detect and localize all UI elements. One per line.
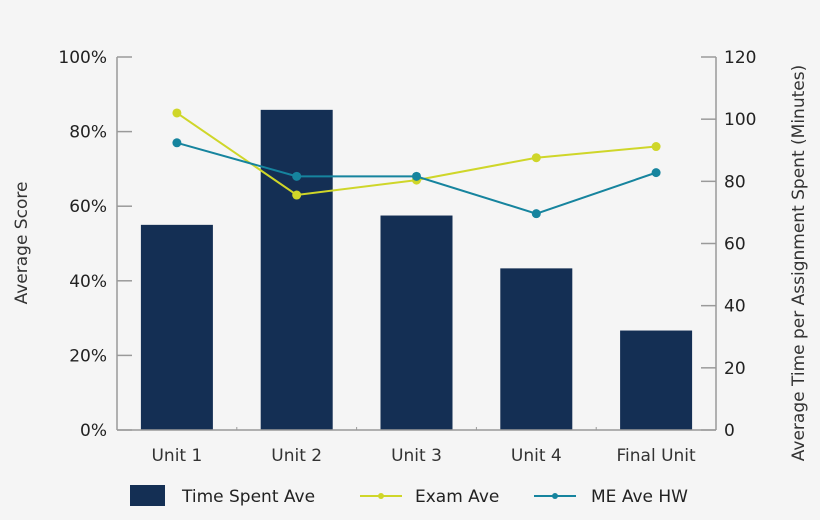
right-tick-label: 20 bbox=[724, 359, 746, 379]
legend-label-me-ave-hw: ME Ave HW bbox=[591, 487, 688, 507]
data-point-marker bbox=[651, 142, 661, 152]
legend-swatch-time-spent bbox=[130, 485, 165, 506]
data-point-marker bbox=[292, 171, 302, 181]
bar bbox=[140, 224, 213, 430]
bar bbox=[380, 215, 453, 430]
right-axis-title: Average Time per Assignment Spent (Minut… bbox=[789, 65, 809, 461]
bar bbox=[500, 268, 573, 430]
left-tick-label: 100% bbox=[58, 48, 107, 68]
left-tick-label: 80% bbox=[69, 123, 107, 143]
right-tick-label: 100 bbox=[724, 110, 756, 130]
bar bbox=[260, 109, 333, 430]
category-label: Unit 4 bbox=[511, 446, 562, 466]
data-point-marker bbox=[531, 209, 541, 219]
legend-label-time-spent: Time Spent Ave bbox=[181, 487, 315, 507]
data-point-marker bbox=[531, 153, 541, 163]
right-axis: 0 20 40 60 80 100 120 bbox=[701, 48, 756, 441]
category-ticks bbox=[236, 427, 597, 430]
left-axis-title: Average Score bbox=[12, 182, 32, 305]
legend-marker-exam-ave bbox=[378, 493, 384, 499]
legend: Time Spent Ave Exam Ave ME Ave HW bbox=[130, 485, 688, 507]
category-label: Unit 1 bbox=[151, 446, 202, 466]
category-label: Unit 2 bbox=[271, 446, 322, 466]
bar-series bbox=[140, 109, 693, 430]
data-point-marker bbox=[172, 108, 182, 118]
category-label: Unit 3 bbox=[391, 446, 442, 466]
right-tick-label: 40 bbox=[724, 297, 746, 317]
category-label: Final Unit bbox=[616, 446, 696, 466]
data-point-marker bbox=[412, 171, 421, 181]
data-point-marker bbox=[292, 190, 302, 200]
left-tick-label: 60% bbox=[69, 197, 107, 217]
left-tick-label: 40% bbox=[69, 272, 107, 292]
data-point-marker bbox=[651, 168, 661, 178]
right-tick-label: 120 bbox=[724, 48, 756, 68]
right-tick-label: 80 bbox=[724, 172, 746, 192]
legend-label-exam-ave: Exam Ave bbox=[415, 487, 499, 507]
left-tick-label: 0% bbox=[80, 421, 107, 441]
left-axis: 0% 20% 40% 60% 80% 100% bbox=[58, 48, 132, 441]
legend-marker-me-ave-hw bbox=[552, 493, 558, 499]
left-tick-label: 20% bbox=[69, 346, 107, 366]
right-tick-label: 60 bbox=[724, 235, 746, 255]
right-tick-label: 0 bbox=[724, 421, 735, 441]
line-series bbox=[172, 108, 661, 219]
data-point-marker bbox=[172, 138, 182, 148]
category-labels: Unit 1 Unit 2 Unit 3 Unit 4 Final Unit bbox=[151, 446, 696, 466]
bar bbox=[620, 330, 693, 430]
